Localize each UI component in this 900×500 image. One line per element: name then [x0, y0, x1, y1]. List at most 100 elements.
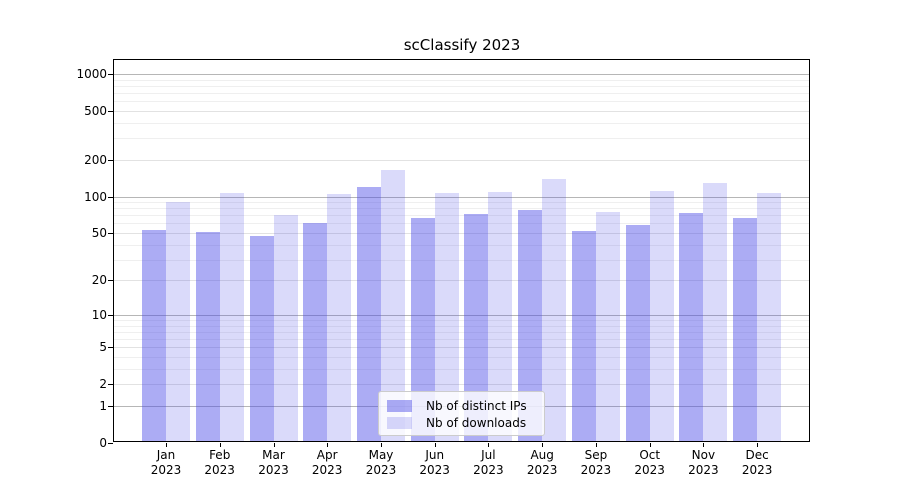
- ytick-label-200: 200: [84, 152, 107, 167]
- gridline-minor-y900: [114, 79, 810, 81]
- ytick-label-1: 1: [99, 399, 107, 413]
- xtick-mark-dec: [757, 443, 759, 447]
- bar-feb-downloads: [219, 192, 244, 442]
- xtick-label-jul: Jul 2023: [458, 448, 518, 478]
- gridline-y1000: [114, 73, 810, 75]
- xtick-label-apr: Apr 2023: [297, 448, 357, 478]
- ytick-label-10: 10: [91, 307, 107, 322]
- bar-feb-distinct-ips: [195, 231, 220, 442]
- gridline-minor-y8: [114, 325, 810, 327]
- xtick-month: Jul: [481, 448, 496, 462]
- gridline-minor-y40: [114, 244, 810, 246]
- xtick-label-jun: Jun 2023: [405, 448, 465, 478]
- gridline-minor-y9: [114, 320, 810, 321]
- xtick-label-may: May 2023: [351, 448, 411, 478]
- ytick-label-500: 500: [84, 103, 107, 118]
- ytick-mark-200: [108, 159, 113, 161]
- xtick-month: Aug: [530, 448, 554, 462]
- gridline-minor-y30: [114, 259, 810, 261]
- xtick-month: Jun: [425, 448, 445, 462]
- xtick-year: 2023: [741, 463, 773, 477]
- xtick-month: Sep: [584, 448, 608, 462]
- xtick-month: Oct: [639, 448, 661, 462]
- xtick-mark-sep: [595, 443, 597, 447]
- legend-item-downloads: Nb of downloads: [387, 415, 544, 431]
- xtick-label-aug: Aug 2023: [512, 448, 572, 478]
- ytick-label-100: 100: [84, 189, 107, 204]
- xtick-year: 2023: [688, 463, 719, 477]
- bar-sep-distinct-ips: [571, 230, 596, 442]
- gridline-y500: [114, 110, 810, 112]
- ytick-mark-100: [108, 196, 113, 198]
- gridline-minor-y400: [114, 122, 810, 124]
- bar-nov-distinct-ips: [679, 213, 704, 442]
- ytick-label-2: 2: [99, 377, 107, 392]
- gridline-y2: [114, 384, 810, 386]
- xtick-mark-oct: [649, 443, 651, 447]
- xtick-month: May: [368, 448, 394, 462]
- xtick-mark-jul: [488, 443, 490, 447]
- xtick-year: 2023: [580, 463, 612, 477]
- gridline-minor-y600: [114, 101, 810, 103]
- ytick-mark-2: [108, 384, 113, 386]
- bar-dec-distinct-ips: [733, 217, 758, 442]
- gridline-minor-y700: [114, 93, 810, 94]
- xtick-month: Nov: [691, 448, 716, 462]
- xtick-year: 2023: [634, 463, 665, 477]
- bar-oct-downloads: [649, 190, 674, 442]
- ytick-label-1000: 1000: [76, 66, 107, 81]
- gridline-minor-y90: [114, 202, 810, 203]
- xtick-mark-may: [381, 443, 382, 447]
- xtick-mark-aug: [542, 443, 544, 447]
- ytick-mark-10: [108, 314, 113, 316]
- legend-label-downloads: Nb of downloads: [426, 416, 527, 430]
- chart-title: scClassify 2023: [403, 36, 521, 54]
- xtick-label-sep: Sep 2023: [566, 448, 626, 478]
- xtick-month: Mar: [262, 448, 285, 462]
- legend-swatch-downloads: [387, 417, 412, 429]
- ytick-label-20: 20: [91, 273, 107, 288]
- gridline-minor-y7: [114, 331, 810, 333]
- bar-mar-distinct-ips: [249, 236, 274, 442]
- bar-may-distinct-ips: [357, 187, 381, 442]
- gridline-y200: [114, 159, 810, 161]
- xtick-year: 2023: [526, 463, 558, 477]
- ytick-mark-50: [108, 233, 113, 234]
- gridline-minor-y300: [114, 138, 810, 140]
- xtick-label-oct: Oct 2023: [620, 448, 680, 478]
- xtick-label-feb: Feb 2023: [190, 448, 250, 478]
- xtick-month: Feb: [209, 448, 231, 462]
- xtick-label-jan: Jan 2023: [136, 448, 196, 478]
- bar-mar-downloads: [273, 214, 298, 442]
- gridline-minor-y70: [114, 215, 810, 217]
- xtick-year: 2023: [419, 463, 450, 477]
- xtick-year: 2023: [311, 463, 343, 477]
- legend-item-distinct-ips: Nb of distinct IPs: [387, 398, 544, 414]
- xtick-mark-nov: [703, 443, 705, 447]
- xtick-month: Jan: [156, 448, 176, 462]
- ytick-mark-1: [108, 406, 113, 407]
- gridline-minor-y800: [114, 85, 810, 87]
- gridline-minor-y60: [114, 223, 810, 225]
- gridline-y50: [114, 233, 810, 234]
- gridline-minor-y4: [114, 357, 810, 358]
- xtick-month: Apr: [316, 448, 338, 462]
- xtick-mark-mar: [273, 443, 275, 447]
- gridline-y100: [114, 196, 810, 198]
- xtick-year: 2023: [365, 463, 397, 477]
- gridline-y5: [114, 347, 810, 349]
- xtick-year: 2023: [204, 463, 235, 477]
- ytick-mark-0: [108, 443, 113, 444]
- ytick-mark-5: [108, 347, 113, 349]
- bar-jan-distinct-ips: [142, 229, 166, 442]
- xtick-mark-jun: [434, 443, 436, 447]
- axes-spines: [113, 59, 810, 442]
- gridline-minor-y3: [114, 368, 810, 370]
- bar-sep-downloads: [595, 212, 620, 442]
- bar-oct-distinct-ips: [625, 225, 650, 442]
- xtick-year: 2023: [150, 463, 182, 477]
- ytick-label-5: 5: [99, 340, 107, 355]
- bar-aug-downloads: [542, 179, 567, 442]
- bar-dec-downloads: [757, 192, 782, 442]
